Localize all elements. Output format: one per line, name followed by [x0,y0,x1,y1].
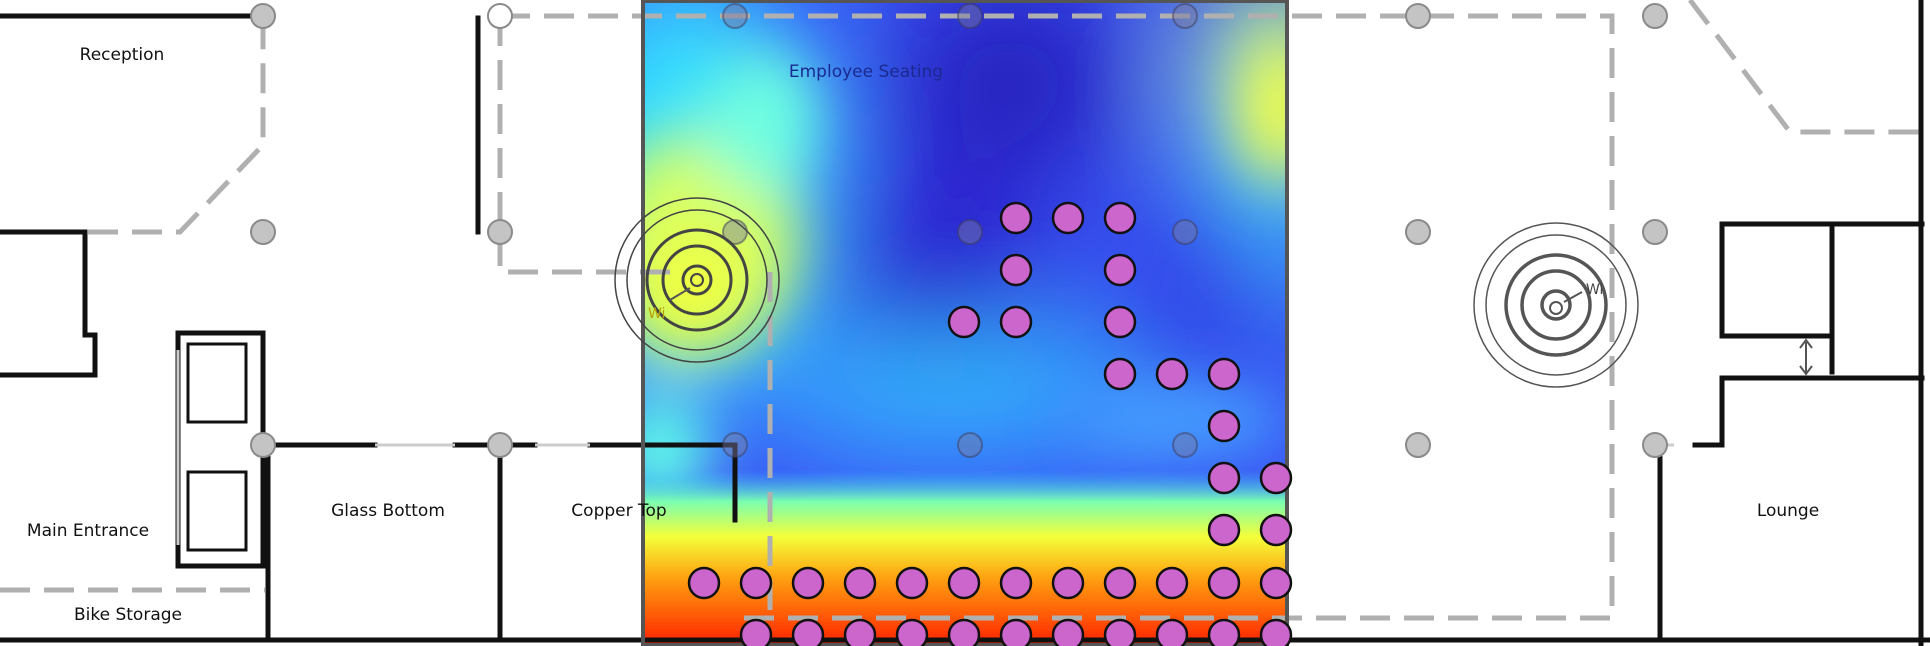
wifi-signal-ring [661,244,733,316]
wifi-signal-ring [626,209,768,351]
employee-seat[interactable] [739,618,773,646]
ap-pointer [669,287,691,301]
room-label-employee-seating: Employee Seating [789,62,943,82]
column-marker [250,3,276,29]
column-marker [722,432,748,458]
employee-seat[interactable] [1051,566,1085,600]
employee-seat[interactable] [1207,618,1241,646]
employee-seat[interactable] [1103,305,1137,339]
room-label-copper-top: Copper Top [571,501,666,521]
room-label-lounge: Lounge [1757,501,1819,521]
room-label-bike-storage: Bike Storage [74,605,182,625]
column-marker [487,219,513,245]
employee-seat[interactable] [1259,618,1293,646]
wifi-access-point-icon [1549,301,1563,315]
room-label-glass-bottom: Glass Bottom [331,501,445,521]
employee-seat[interactable] [1259,513,1293,547]
employee-seat[interactable] [843,618,877,646]
employee-seat[interactable] [1207,409,1241,443]
column-marker [722,3,748,29]
ap-left-label: Wi [648,306,665,322]
column-marker [250,219,276,245]
room-label-main-entrance: Main Entrance [27,521,149,541]
employee-seat[interactable] [791,566,825,600]
column-marker [957,432,983,458]
employee-seat[interactable] [1207,461,1241,495]
employee-seat[interactable] [1103,618,1137,646]
room-labels: Reception Employee Seating Main Entrance… [27,45,1819,625]
employee-seats [687,201,1293,646]
employee-seat[interactable] [687,566,721,600]
employee-seat[interactable] [791,618,825,646]
employee-seat[interactable] [1051,618,1085,646]
employee-seat[interactable] [1155,566,1189,600]
employee-seat[interactable] [1207,357,1241,391]
access-point-left[interactable]: Wi [614,197,780,363]
column-marker [1405,432,1431,458]
ap-pointer [1563,291,1583,303]
employee-seat[interactable] [999,566,1033,600]
wifi-signal-ring [1520,269,1592,341]
employee-seat[interactable] [1259,566,1293,600]
wifi-signal-ring [1485,234,1627,376]
employee-seat[interactable] [1155,357,1189,391]
employee-seat[interactable] [999,618,1033,646]
wifi-access-point-icon [690,273,704,287]
employee-seat[interactable] [999,253,1033,287]
wifi-signal-ring [614,197,780,363]
employee-seat[interactable] [1155,618,1189,646]
employee-seat[interactable] [1103,201,1137,235]
column-marker [1642,432,1668,458]
employee-seat[interactable] [1207,513,1241,547]
access-point-right[interactable]: Wi [1473,222,1639,388]
employee-seat[interactable] [1051,201,1085,235]
employee-seat[interactable] [843,566,877,600]
employee-seat[interactable] [1259,461,1293,495]
employee-seat[interactable] [895,566,929,600]
column-marker [487,3,513,29]
employee-seat[interactable] [947,566,981,600]
wifi-signal-ring [645,228,749,332]
column-marker [957,219,983,245]
column-marker [1172,432,1198,458]
employee-seat[interactable] [999,201,1033,235]
wifi-signal-ring [1540,289,1572,321]
employee-seat[interactable] [1103,357,1137,391]
employee-seat[interactable] [739,566,773,600]
column-marker [1642,219,1668,245]
wifi-signal-ring [681,264,713,296]
door-arrow-icon [1799,338,1813,376]
dashed-corridors [0,0,1930,621]
column-marker [487,432,513,458]
column-marker [1405,3,1431,29]
employee-seat[interactable] [895,618,929,646]
column-marker [1405,219,1431,245]
wifi-signal-ring [1473,222,1639,388]
column-marker [1172,3,1198,29]
column-marker [1642,3,1668,29]
employee-seat[interactable] [999,305,1033,339]
employee-seat[interactable] [1103,566,1137,600]
employee-seat[interactable] [947,305,981,339]
employee-seat[interactable] [947,618,981,646]
column-marker [957,3,983,29]
column-marker [1172,219,1198,245]
employee-seat[interactable] [1207,566,1241,600]
elevators [186,342,248,552]
ap-right-label: Wi [1586,282,1603,298]
wifi-signal-ring [1504,253,1608,357]
room-label-reception: Reception [80,45,165,65]
structural-columns [250,3,1668,458]
column-marker [250,432,276,458]
employee-seat[interactable] [1103,253,1137,287]
